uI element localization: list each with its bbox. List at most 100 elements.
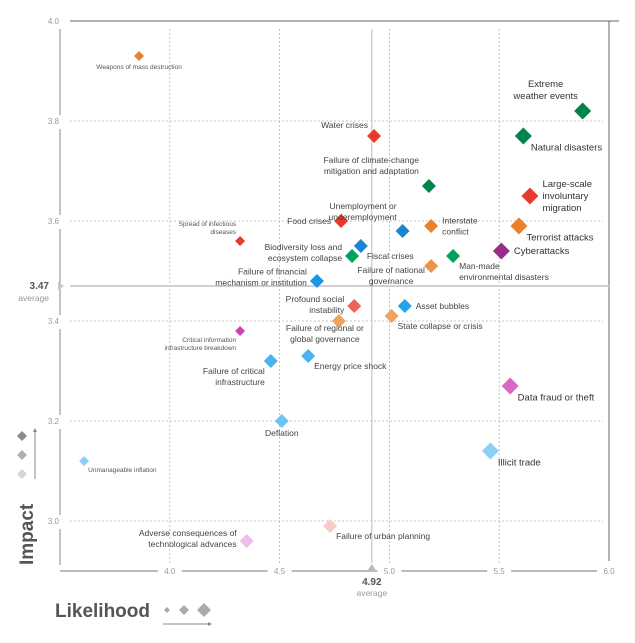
risk-label-line: governance [369, 276, 414, 286]
risk-label-line: Asset bubbles [416, 301, 469, 311]
x-tick-label: 5.0 [384, 567, 396, 576]
risk-point[interactable] [309, 274, 324, 288]
risk-label: Unmanageable inflation [88, 467, 157, 474]
risk-label: Food crises [287, 216, 331, 226]
risk-label: Large-scale involuntary migration [542, 179, 592, 214]
likelihood-arrowhead-icon [208, 622, 212, 626]
risk-label: Deflation [265, 428, 299, 438]
risk-point[interactable] [395, 224, 410, 238]
risk-label-line: Data fraud or theft [518, 393, 595, 404]
risk-label-line: conflict [442, 227, 469, 237]
risk-point[interactable] [334, 214, 349, 228]
risk-point[interactable] [397, 299, 412, 313]
risk-point[interactable] [481, 442, 499, 460]
risk-label-line: Terrorist attacks [526, 233, 593, 244]
data-points [79, 51, 592, 548]
risk-label-line: Weapons of mass destruction [96, 64, 182, 71]
risk-label-line: instability [309, 305, 345, 315]
impact-arrowhead-icon [33, 428, 37, 432]
risk-point[interactable] [274, 414, 289, 428]
impact-average-marker-icon [58, 282, 64, 290]
risk-label: Man-made environmental disasters [459, 261, 549, 282]
impact-average-caption: average [18, 293, 49, 303]
risk-label-line: Failure of critical [203, 366, 265, 376]
risk-label: Failure of urban planning [336, 531, 430, 541]
risk-point[interactable] [353, 239, 368, 253]
y-tick-label: 4.0 [48, 17, 60, 26]
x-tick-label: 6.0 [603, 567, 615, 576]
risk-label-line: Adverse consequences of [139, 528, 237, 538]
likelihood-average-marker-icon [367, 564, 376, 570]
risk-point[interactable] [301, 349, 316, 363]
risk-point[interactable] [421, 179, 436, 193]
impact-scale-diamond-icon [17, 431, 27, 441]
risk-label-line: Failure of financial [238, 267, 307, 277]
risk-label-line: underemployment [329, 212, 398, 222]
x-tick-label: 5.5 [494, 567, 506, 576]
y-tick-label: 3.8 [48, 117, 60, 126]
risk-label-line: diseases [210, 229, 236, 236]
grid-layer [70, 29, 603, 565]
risk-label-line: Food crises [287, 216, 331, 226]
risk-point[interactable] [424, 219, 439, 233]
risk-label-line: environmental disasters [459, 272, 549, 282]
x-tick-label: 4.0 [164, 567, 176, 576]
risk-label: State collapse or crisis [398, 321, 483, 331]
risk-label-line: Biodiversity loss and [265, 242, 343, 252]
risk-label-line: Man-made [459, 261, 500, 271]
risk-label-line: Failure of urban planning [336, 531, 430, 541]
risk-point[interactable] [347, 299, 362, 313]
risk-point[interactable] [501, 377, 519, 395]
risk-label-line: Deflation [265, 428, 299, 438]
risk-point[interactable] [574, 102, 592, 120]
legend: Impact Likelihood [17, 428, 212, 626]
risk-label: Water crises [321, 120, 368, 130]
risk-point[interactable] [521, 187, 539, 205]
risk-label: Biodiversity loss and ecosystem collapse [265, 242, 343, 263]
risk-label-line: mechanism or institution [215, 278, 307, 288]
risk-label: Data fraud or theft [518, 393, 595, 404]
risk-label: Adverse consequences of technological adv… [139, 528, 237, 549]
risk-label: Illicit trade [498, 458, 541, 469]
risk-point[interactable] [235, 326, 246, 336]
risk-point[interactable] [514, 127, 532, 145]
risk-point[interactable] [235, 236, 246, 246]
risk-label-line: Energy price shock [314, 361, 387, 371]
risk-label-line: ecosystem collapse [268, 253, 342, 263]
risk-point[interactable] [424, 259, 439, 273]
risk-label-line: Water crises [321, 120, 368, 130]
y-tick-label: 3.6 [48, 217, 60, 226]
risk-point[interactable] [134, 51, 145, 61]
risk-label-line: Failure of regional or [286, 323, 364, 333]
risk-label: Failure of regional or global governance [286, 323, 364, 344]
risk-label-line: Fiscal crises [367, 251, 414, 261]
risk-label-line: migration [542, 203, 581, 214]
x-tick-label: 4.5 [274, 567, 286, 576]
risk-label-line: Profound social [286, 294, 345, 304]
risk-point[interactable] [263, 354, 278, 368]
risk-point[interactable] [323, 519, 338, 533]
risk-point[interactable] [345, 249, 360, 263]
y-tick-label: 3.0 [48, 517, 60, 526]
risk-point[interactable] [239, 534, 254, 548]
risk-label: Extreme weather events [512, 79, 578, 102]
risk-point[interactable] [492, 242, 510, 260]
risk-label: Natural disasters [531, 143, 603, 154]
risk-point[interactable] [79, 456, 90, 466]
risk-point[interactable] [384, 309, 399, 323]
risk-point[interactable] [331, 314, 346, 328]
likelihood-scale-diamond-icon [197, 603, 211, 617]
y-tick-label: 3.4 [48, 317, 60, 326]
impact-average-value: 3.47 [30, 281, 50, 292]
risk-label-line: Natural disasters [531, 143, 603, 154]
axis-layer: 4.0 4.5 5.0 5.5 6.0 4.0 3.8 3.6 3.4 3.2 3.0 [48, 17, 619, 576]
likelihood-scale-diamond-icon [164, 607, 170, 613]
risk-label-line: Spread of infectious [179, 221, 237, 228]
risk-label: Unemployment or underemployment [329, 201, 398, 222]
risk-point[interactable] [510, 217, 528, 235]
risk-point[interactable] [367, 129, 382, 143]
risk-point[interactable] [446, 249, 461, 263]
y-axis-title: Impact [17, 503, 38, 565]
